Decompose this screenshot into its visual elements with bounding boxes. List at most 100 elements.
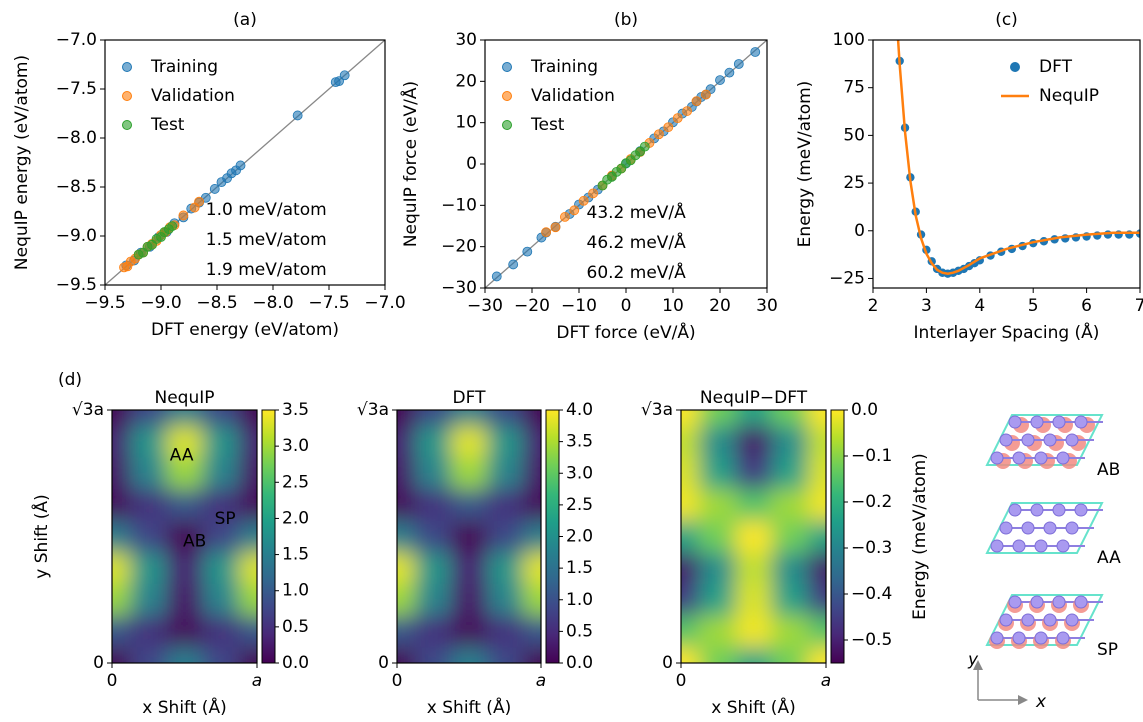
heatmap-cell xyxy=(166,552,204,585)
heatmap-clip xyxy=(397,410,541,663)
heatmap-cell xyxy=(735,410,773,427)
y-tick-label: 50 xyxy=(843,125,865,145)
heatmap-cell xyxy=(202,520,240,553)
heatmap-cell xyxy=(130,425,167,458)
heatmap-cell xyxy=(451,647,488,663)
atom-top xyxy=(1021,521,1035,535)
colorbar xyxy=(830,409,845,664)
axis-symbol: x xyxy=(1035,692,1047,712)
y-tick-label: −7.5 xyxy=(56,79,97,99)
metric-annotation: 1.9 meV/atom xyxy=(206,260,327,280)
x-tick-label: −9.5 xyxy=(84,293,125,313)
colorbar-tick-label: −0.1 xyxy=(851,446,892,466)
atom-top xyxy=(1074,595,1088,609)
x-tick-label: −7.5 xyxy=(308,293,349,313)
y-tick-label: 100 xyxy=(833,30,865,50)
heatmap-cell xyxy=(238,647,257,663)
legend-label: Validation xyxy=(531,86,615,106)
data-point xyxy=(194,196,204,207)
y-tick-label: √3a xyxy=(72,400,104,420)
heatmap-clip xyxy=(681,410,826,663)
y-tick-label: −10 xyxy=(441,195,477,215)
legend-label: NequIP xyxy=(1039,86,1099,106)
heatmap-cell xyxy=(487,583,524,617)
colorbar-tick-label: 1.5 xyxy=(566,558,593,578)
heatmap xyxy=(681,410,826,663)
heatmap-cell xyxy=(397,615,416,648)
heatmap-cell xyxy=(681,425,700,458)
x-tick-label: a xyxy=(252,671,262,691)
heatmap-cell xyxy=(415,489,452,522)
heatmap-cell xyxy=(397,410,416,427)
data-point xyxy=(663,122,674,133)
x-tick-label: a xyxy=(821,671,831,691)
atom-top xyxy=(1056,631,1070,645)
heatmap-cell xyxy=(699,647,736,663)
colorbar-tick-label: −0.5 xyxy=(851,630,892,650)
heatmap-cell xyxy=(807,615,826,648)
heatmap-cell xyxy=(397,457,416,490)
heatmap-cell xyxy=(112,410,131,427)
structure-label: AB xyxy=(1097,460,1120,480)
heatmap-cell xyxy=(807,457,826,490)
data-point xyxy=(682,106,692,116)
colorbar-tick-label: 1.0 xyxy=(282,581,309,601)
y-tick-label: −20 xyxy=(441,237,477,257)
x-tick-label: a xyxy=(536,671,546,691)
atom-top xyxy=(1030,415,1044,429)
legend-swatch xyxy=(502,62,512,72)
heatmap-cell xyxy=(451,583,488,617)
data-point xyxy=(715,75,725,85)
heatmap-cell xyxy=(202,615,240,648)
heatmap-cell xyxy=(202,410,240,427)
colorbar-tick-label: −0.2 xyxy=(851,492,892,512)
data-point xyxy=(508,259,519,270)
x-tick-label: −10 xyxy=(561,296,597,316)
metric-annotation: 60.2 meV/Å xyxy=(587,261,687,283)
x-axis-label: x Shift (Å) xyxy=(427,696,511,718)
atom-top xyxy=(1034,631,1048,645)
heatmap-cell xyxy=(238,520,257,553)
legend-label: Training xyxy=(530,57,598,77)
heatmap-cell xyxy=(487,647,524,663)
legend-label: DFT xyxy=(1039,57,1073,77)
heatmap-cell xyxy=(807,520,826,553)
heatmap-cell xyxy=(699,520,736,553)
data-point xyxy=(339,70,350,81)
plot-frame xyxy=(680,409,827,664)
atom-top xyxy=(999,433,1013,447)
colorbar-tick-label: 2.0 xyxy=(282,508,309,528)
heatmap-cell xyxy=(451,615,488,648)
heatmap-cell xyxy=(681,615,700,648)
colorbar-tick-label: 3.5 xyxy=(282,400,309,420)
y-tick-label: 25 xyxy=(843,173,865,193)
heatmap-cell xyxy=(112,457,131,490)
heatmap-cell xyxy=(112,425,131,458)
atom-top xyxy=(1052,415,1066,429)
heatmap-cell xyxy=(202,647,240,663)
y-tick-label: 75 xyxy=(843,78,865,98)
heatmap-cell xyxy=(415,552,452,585)
plot-area xyxy=(119,70,350,273)
colorbar-tick-label: 0.5 xyxy=(282,617,309,637)
colorbar-label: Energy (meV/atom) xyxy=(910,453,930,620)
heatmap-cell xyxy=(130,647,167,663)
heatmap-cell xyxy=(807,410,826,427)
heatmap-cell xyxy=(523,520,541,553)
atom-top xyxy=(990,631,1004,645)
metric-annotation: 1.0 meV/atom xyxy=(206,200,327,220)
heatmap-cell xyxy=(807,647,826,663)
atom-top xyxy=(1056,539,1070,553)
metric-annotation: 46.2 meV/Å xyxy=(587,231,687,253)
region-label: AB xyxy=(183,532,206,552)
arrow-head xyxy=(973,660,983,670)
data-point xyxy=(588,188,598,199)
heatmap-cell xyxy=(130,552,167,585)
heatmap-cell xyxy=(699,583,736,617)
x-tick-label: 6 xyxy=(1081,296,1092,316)
x-tick-label: 0 xyxy=(392,671,403,691)
heatmap-cell xyxy=(681,457,700,490)
heatmap-cell xyxy=(112,583,131,617)
heatmap-cell xyxy=(735,457,773,490)
heatmap-cell xyxy=(238,583,257,617)
